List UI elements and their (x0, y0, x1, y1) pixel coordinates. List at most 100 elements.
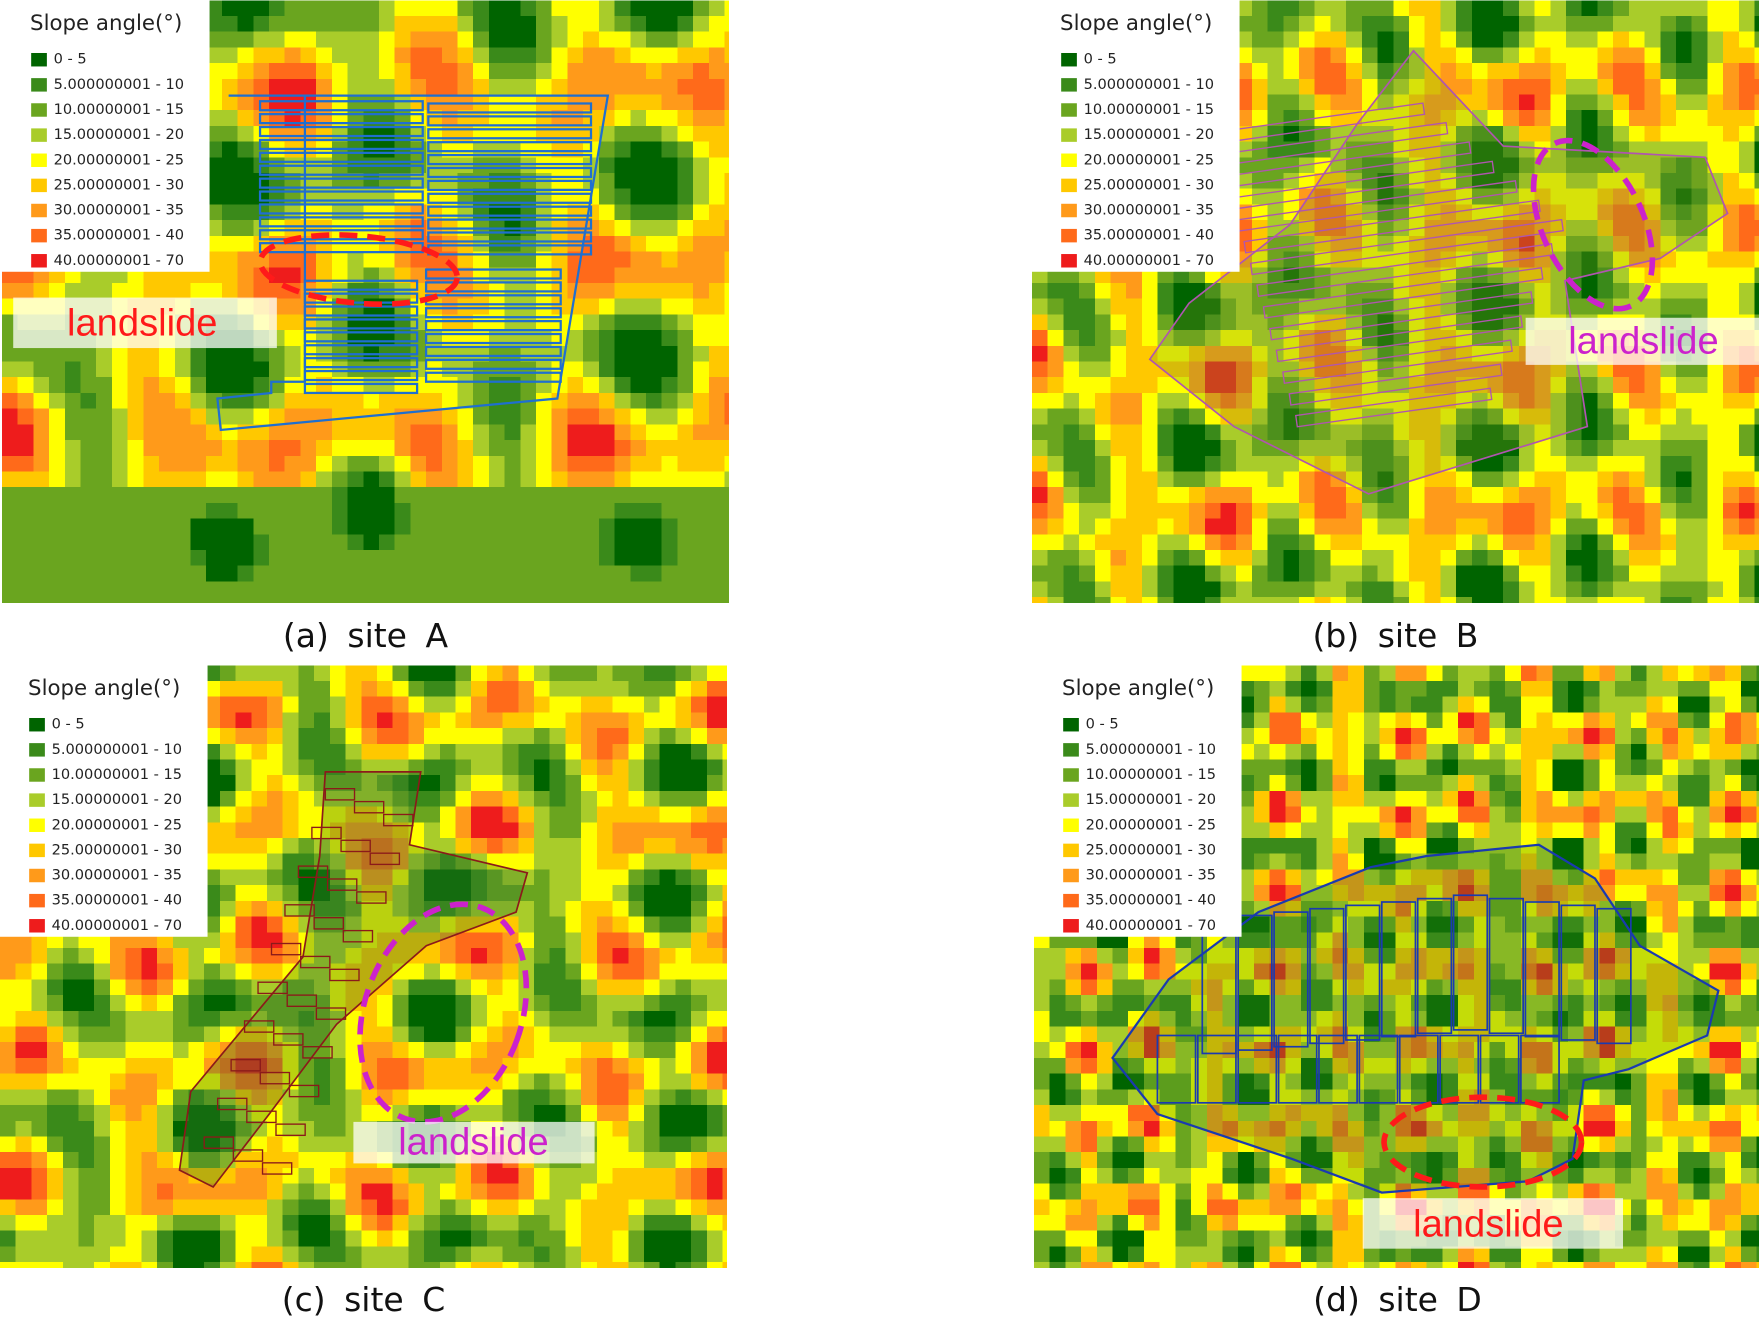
raster-cell (1691, 47, 1708, 64)
panel-row (424, 332, 562, 345)
raster-cell (520, 424, 537, 441)
raster-cell (1534, 392, 1551, 409)
raster-cell (206, 47, 222, 64)
raster-cell (534, 790, 550, 807)
raster-cell (612, 712, 629, 729)
raster-cell (1581, 125, 1598, 142)
raster-cell (1126, 550, 1142, 566)
raster-cell (565, 822, 582, 839)
raster-cell (1723, 220, 1739, 236)
raster-cell (392, 838, 409, 854)
raster-cell (300, 581, 317, 598)
raster-cell (1267, 534, 1284, 551)
raster-cell (1550, 392, 1567, 409)
raster-cell (1236, 487, 1252, 503)
raster-cell (251, 838, 268, 854)
raster-cell (1534, 31, 1551, 48)
raster-cell (630, 424, 646, 441)
raster-cell (394, 47, 411, 64)
raster-cell (1141, 455, 1158, 472)
raster-cell (1503, 565, 1519, 582)
raster-cell (347, 597, 364, 603)
raster-cell (237, 345, 254, 362)
raster-cell (1456, 31, 1472, 48)
raster-cell (221, 518, 238, 535)
raster-cell (520, 455, 537, 472)
raster-cell (143, 455, 160, 472)
raster-cell (143, 408, 160, 425)
raster-cell (1094, 408, 1111, 425)
raster-cell (394, 550, 411, 566)
panel-row (303, 357, 419, 369)
raster-cell (549, 947, 566, 964)
raster-cell (471, 947, 487, 964)
raster-cell (724, 314, 729, 331)
raster-cell (1440, 94, 1457, 111)
raster-cell (424, 963, 440, 980)
raster-cell (473, 487, 489, 503)
raster-cell (473, 377, 489, 393)
raster-cell (677, 518, 694, 535)
raster-cell (1126, 282, 1142, 299)
raster-cell (486, 775, 503, 791)
raster-cell (363, 47, 379, 64)
legend-label: 10.00000001 - 15 (54, 101, 184, 118)
raster-cell (1487, 455, 1504, 472)
raster-cell (1566, 157, 1582, 174)
raster-cell (1424, 565, 1441, 582)
raster-cell (64, 408, 81, 425)
raster-cell (1094, 314, 1111, 331)
raster-cell (1267, 597, 1284, 603)
raster-cell (630, 298, 646, 315)
raster-cell (235, 1057, 252, 1074)
raster-cell (221, 220, 238, 236)
raster-cell (392, 1010, 409, 1027)
raster-cell (1691, 251, 1708, 268)
raster-cell (204, 728, 220, 744)
raster-cell (1534, 424, 1551, 441)
raster-cell (1314, 0, 1331, 16)
raster-cell (1032, 361, 1048, 378)
raster-cell (1157, 377, 1174, 393)
raster-cell (1032, 565, 1048, 582)
raster-cell (1377, 204, 1394, 221)
raster-cell (1424, 78, 1441, 95)
raster-cell (643, 885, 660, 901)
legend-label: 20.00000001 - 25 (1084, 151, 1214, 168)
raster-cell (284, 565, 301, 582)
raster-cell (1204, 440, 1221, 456)
raster-cell (378, 0, 395, 16)
raster-cell (1644, 487, 1661, 503)
raster-cell (486, 1042, 503, 1058)
raster-cell (1204, 581, 1221, 598)
raster-cell (33, 502, 50, 519)
raster-cell (1503, 455, 1519, 472)
raster-cell (1204, 518, 1221, 535)
legend-swatch (31, 78, 47, 92)
raster-cell (677, 597, 694, 603)
raster-cell (1251, 345, 1268, 362)
raster-cell (677, 282, 694, 299)
raster-cell (1534, 298, 1551, 315)
raster-cell (1723, 141, 1739, 158)
raster-cell (282, 712, 299, 729)
raster-cell (392, 696, 409, 713)
raster-cell (143, 518, 160, 535)
raster-cell (190, 392, 207, 409)
raster-cell (693, 487, 709, 503)
raster-cell (645, 518, 662, 535)
raster-cell (1597, 31, 1614, 48)
raster-cell (1738, 15, 1755, 32)
raster-cell (1361, 487, 1378, 503)
raster-cell (300, 251, 317, 268)
raster-cell (518, 838, 535, 854)
raster-cell (1251, 15, 1268, 32)
raster-cell (1236, 392, 1252, 409)
raster-cell (284, 15, 301, 32)
raster-cell (49, 282, 65, 299)
raster-cell (426, 0, 442, 16)
raster-cell (722, 995, 727, 1011)
raster-cell (520, 440, 537, 456)
raster-cell (520, 534, 537, 551)
raster-cell (1675, 251, 1692, 268)
